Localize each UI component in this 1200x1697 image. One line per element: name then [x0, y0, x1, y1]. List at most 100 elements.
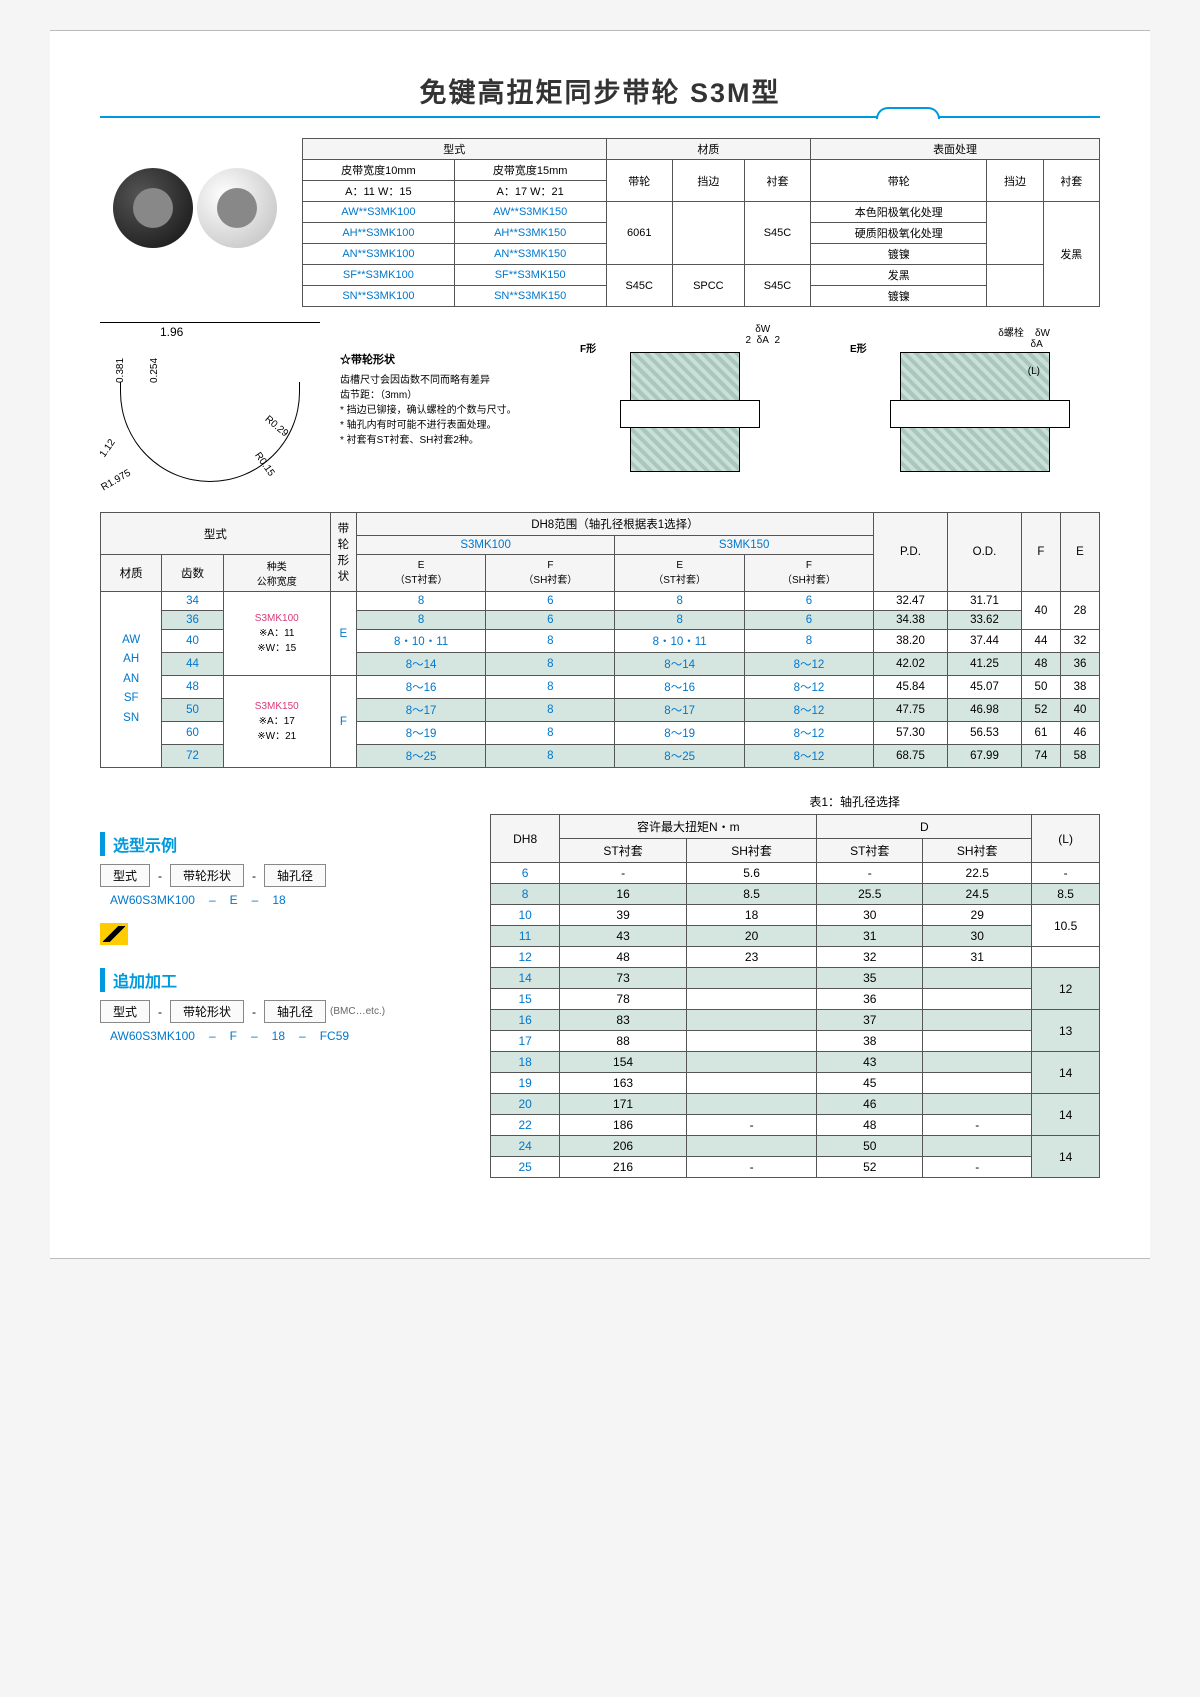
f-2a: 2: [746, 335, 752, 346]
selection-example: 选型示例 型式- 带轮形状- 轴孔径 AW60S3MK100 – E – 18 …: [100, 793, 460, 1178]
c-od: 33.62: [947, 611, 1021, 630]
t-ts: 206: [560, 1136, 687, 1157]
shapeF: F: [330, 676, 356, 768]
note-2: 齿节距：（3mm）: [340, 388, 550, 403]
t-ts: 73: [560, 968, 687, 989]
c-pd: 45.84: [873, 676, 947, 699]
aw-a11: A：11 W：15: [303, 181, 455, 202]
c-d: 8～12: [744, 653, 873, 676]
c-e: 28: [1060, 592, 1099, 630]
note-1: 齿槽尺寸会因齿数不同而略有差异: [340, 373, 550, 388]
t-ts: 83: [560, 1010, 687, 1031]
hdr-material: 材质: [606, 139, 811, 160]
t-ds: 43: [817, 1052, 923, 1073]
t-ts: 186: [560, 1115, 687, 1136]
sh-pd: P.D.: [873, 513, 947, 592]
surf-bush: 发黑: [1043, 202, 1099, 307]
t-l: 12: [1032, 968, 1100, 1010]
sh-est: E （ST衬套）: [356, 555, 486, 592]
dims-f: δW 2 δA 2: [746, 324, 781, 346]
pulley-dark-icon: [113, 168, 193, 248]
surf-1: 硬质阳极氧化处理: [811, 223, 987, 244]
c-b: 8: [486, 699, 615, 722]
teeth: 36: [162, 611, 223, 630]
c-b: 6: [486, 592, 615, 611]
t-dh2: [923, 1136, 1032, 1157]
mat-spcc: SPCC: [672, 265, 744, 307]
sub-flange: 挡边: [672, 160, 744, 202]
t-th: [686, 989, 816, 1010]
c-f: 40: [1021, 592, 1060, 630]
c-a: 8～17: [356, 699, 486, 722]
surf-3: 发黑: [811, 265, 987, 286]
t-ds: 31: [817, 926, 923, 947]
t-ds: 37: [817, 1010, 923, 1031]
c-f: 61: [1021, 722, 1060, 745]
dim-r1975: R1.975: [99, 468, 132, 494]
torque-row: 16833713: [491, 1010, 1100, 1031]
dim-0381: 0.381: [115, 358, 126, 383]
t-th: [686, 1073, 816, 1094]
spec-row: 48S3MK150 ※A：17 ※W：21F8～1688～168～1245.84…: [101, 676, 1100, 699]
c-e: 40: [1060, 699, 1099, 722]
ex2b: F: [220, 1029, 247, 1043]
torque-row: 1143203130: [491, 926, 1100, 947]
t-dh2: 29: [923, 905, 1032, 926]
hdr-surface: 表面处理: [811, 139, 1100, 160]
c-od: 41.25: [947, 653, 1021, 676]
c-b: 8: [486, 676, 615, 699]
torque-row: 103918302910.5: [491, 905, 1100, 926]
ex2d: FC59: [310, 1029, 359, 1043]
t-ts: 216: [560, 1157, 687, 1178]
model-sn150: SN**S3MK150: [454, 286, 606, 307]
notes-header: ☆带轮形状: [340, 352, 550, 369]
ex2a: AW60S3MK100: [100, 1029, 205, 1043]
hdr-type: 型式: [303, 139, 607, 160]
th-dh8: DH8: [491, 815, 560, 863]
profile-notes: ☆带轮形状 齿槽尺寸会因齿数不同而略有差异 齿节距：（3mm） * 挡边已铆接，…: [340, 322, 550, 448]
c-pd: 68.75: [873, 745, 947, 768]
t-dh2: 24.5: [923, 884, 1032, 905]
t-dh2: [923, 1052, 1032, 1073]
f-2b: 2: [774, 335, 780, 346]
t-ds: 36: [817, 989, 923, 1010]
t-dh2: [923, 989, 1032, 1010]
sel-bmc: (BMC…etc.): [330, 1006, 385, 1017]
c-pd: 38.20: [873, 630, 947, 653]
e-L: (L): [1028, 366, 1040, 377]
t-ts: 154: [560, 1052, 687, 1073]
section-e-diagram: δ螺栓 δW δA E形 (L): [840, 322, 1090, 492]
spec-table: 型式 带轮形状 DH8范围（轴孔径根据表1选择） P.D. O.D. F E S…: [100, 512, 1100, 768]
sel-hdr2: 追加加工: [100, 968, 460, 992]
t-ts: 88: [560, 1031, 687, 1052]
c-c: 8: [615, 592, 745, 611]
c-od: 67.99: [947, 745, 1021, 768]
t-ds: 25.5: [817, 884, 923, 905]
sel-b4: 型式: [100, 1000, 150, 1023]
t-ds: 46: [817, 1094, 923, 1115]
c-od: 46.98: [947, 699, 1021, 722]
mat-s45c3: S45C: [744, 265, 810, 307]
t-th: [686, 1010, 816, 1031]
sub-belt10: 皮带宽度10mm: [303, 160, 455, 181]
sh-type: 型式: [101, 513, 331, 555]
note-5: * 衬套有ST衬套、SH衬套2种。: [340, 433, 550, 448]
c-d: 8～12: [744, 722, 873, 745]
teeth: 60: [162, 722, 223, 745]
t-dh2: 30: [923, 926, 1032, 947]
c-e: 32: [1060, 630, 1099, 653]
t-th: 18: [686, 905, 816, 926]
c-b: 8: [486, 653, 615, 676]
t-l: 14: [1032, 1052, 1100, 1094]
t-dh: 22: [491, 1115, 560, 1136]
t-ds: 52: [817, 1157, 923, 1178]
sh-s150: S3MK150: [615, 536, 874, 555]
page-title: 免键高扭矩同步带轮 S3M型: [100, 71, 1100, 110]
e-label: E形: [850, 340, 867, 355]
sel-b2: 带轮形状: [170, 864, 244, 887]
t-ts: -: [560, 863, 687, 884]
sh-esh: F （SH衬套）: [486, 555, 615, 592]
sel-b6: 轴孔径: [264, 1000, 326, 1023]
torque-row: 22186-48-: [491, 1115, 1100, 1136]
dims-e: δ螺栓 δW δA: [998, 324, 1050, 350]
